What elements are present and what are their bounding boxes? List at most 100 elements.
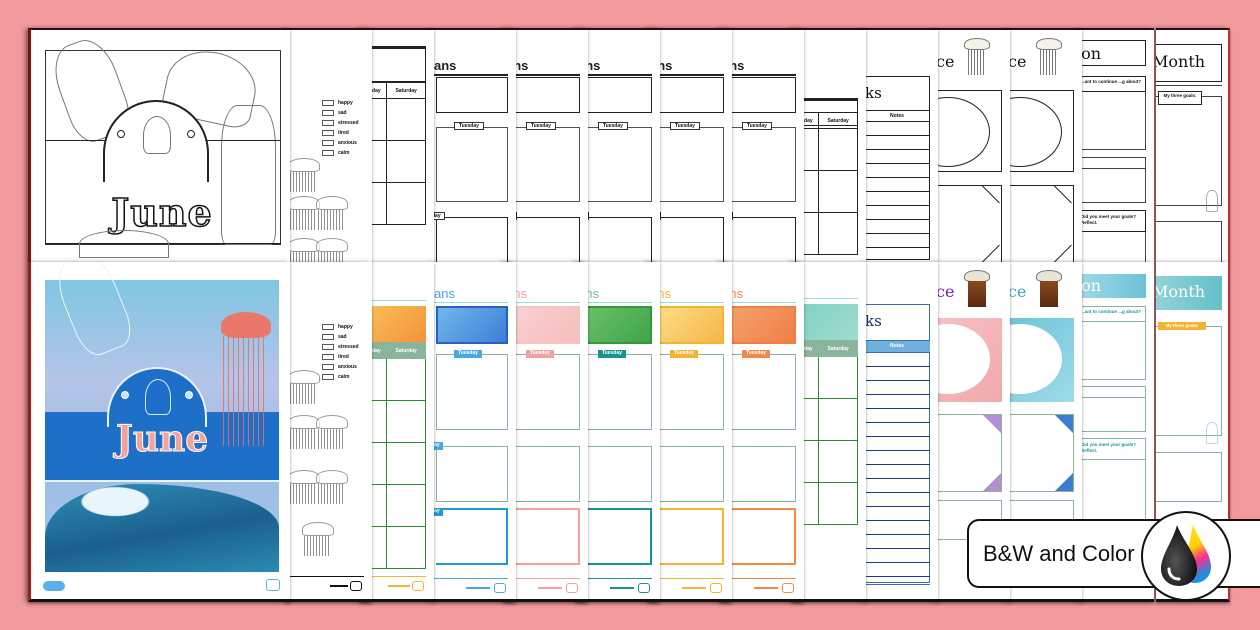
logo-icon	[494, 583, 506, 593]
answer-box	[1080, 460, 1146, 520]
corner-accent	[983, 473, 1001, 491]
day-box	[580, 217, 652, 262]
color-weekly-plan-page-2: ans Tuesday day day	[504, 262, 588, 602]
answer-box	[1080, 398, 1146, 432]
ocean-wave-illustration	[45, 484, 279, 572]
footer-rule	[286, 576, 364, 577]
color-cover-page: June	[28, 262, 290, 602]
corner-accent	[1055, 473, 1073, 491]
checkbox[interactable]	[322, 364, 334, 370]
header-box	[652, 306, 724, 344]
checkbox[interactable]	[322, 344, 334, 350]
bw-weekly-plan-page-4: ans Tuesday day	[648, 28, 732, 262]
day-tag-tuesday: Tuesday	[670, 122, 700, 130]
corner-frame	[936, 414, 1002, 492]
header-box	[724, 306, 796, 344]
day-box	[580, 508, 652, 565]
footer-rule	[720, 578, 796, 579]
answer-box	[1080, 386, 1146, 398]
divider	[576, 74, 652, 76]
checkbox[interactable]	[322, 324, 334, 330]
weekly-title: ans	[434, 58, 457, 73]
logo-icon	[782, 583, 794, 593]
bw-cover-page: June	[28, 28, 290, 262]
day-box	[436, 354, 508, 430]
footer-url	[682, 587, 706, 589]
reflection-title: ion	[1080, 44, 1102, 63]
checkbox[interactable]	[322, 130, 334, 136]
checkbox[interactable]	[322, 140, 334, 146]
checkbox[interactable]	[322, 100, 334, 106]
corner-accent	[983, 415, 1001, 433]
reflection-question-1: ...ant to continue ...g about?	[1080, 306, 1146, 322]
day-tag-tuesday: Tuesday	[454, 122, 484, 130]
logo-icon	[266, 579, 280, 591]
jellyfish-icon	[288, 415, 320, 449]
mood-item: tired	[322, 128, 359, 138]
checkbox[interactable]	[322, 334, 334, 340]
day-box	[508, 354, 580, 430]
checkbox[interactable]	[322, 374, 334, 380]
books-title: oks	[864, 312, 882, 330]
wave-sketch-icon	[79, 230, 169, 258]
divider	[720, 302, 796, 303]
logo-icon	[638, 583, 650, 593]
notes-header: Notes	[864, 110, 930, 122]
ink-drops-icon	[1141, 511, 1231, 601]
footer-url	[538, 587, 562, 589]
bw-weekly-plan-page-2: ans Tuesday day	[504, 28, 588, 262]
reflection-question-2: Did you meet your goals? Reflect.	[1080, 438, 1146, 460]
mood-label: calm	[338, 150, 350, 156]
reflection-question-1: ...ant to continue ...g about?	[1080, 76, 1146, 92]
checkbox[interactable]	[322, 120, 334, 126]
mood-item: stressed	[322, 342, 359, 352]
day-box	[652, 508, 724, 565]
day-box	[436, 508, 508, 565]
jellyfish-icon	[145, 379, 171, 415]
mood-item: anxious	[322, 362, 359, 372]
ink-drops-svg	[1161, 525, 1211, 586]
checkbox[interactable]	[322, 110, 334, 116]
corner-frame	[1008, 185, 1074, 262]
mood-label: sad	[338, 334, 347, 340]
divider	[792, 298, 858, 299]
footer-url	[610, 587, 634, 589]
bw-space-page-1: ce	[936, 28, 1010, 262]
jellyfish-icon	[964, 270, 990, 310]
jellyfish-icon	[316, 470, 348, 504]
logo-icon	[43, 581, 65, 591]
header-box	[724, 77, 796, 113]
divider	[504, 302, 580, 303]
day-tag-tuesday: Tuesday	[670, 350, 698, 358]
color-books-page: oks Notes	[864, 262, 938, 602]
answer-box	[1080, 157, 1146, 169]
header-box	[360, 48, 426, 82]
mood-checklist: happy sad stressed tired anxious calm	[322, 322, 359, 382]
checkbox[interactable]	[322, 354, 334, 360]
jellyfish-icon	[1206, 422, 1218, 444]
checkbox[interactable]	[322, 150, 334, 156]
color-mood-tracker-page: happy sad stressed tired anxious calm	[286, 262, 372, 602]
divider	[432, 74, 508, 76]
bw-calendar-page-1: Friday Saturday	[360, 28, 434, 262]
col-saturday: Saturday	[386, 82, 426, 99]
divider	[45, 480, 279, 482]
col-saturday: Saturday	[818, 340, 858, 357]
cover-month-title: June	[115, 418, 209, 461]
mood-item: sad	[322, 332, 359, 342]
mood-label: stressed	[338, 344, 359, 350]
day-tag-tuesday: Tuesday	[742, 122, 772, 130]
answer-box	[1080, 169, 1146, 203]
jellyfish-icon	[288, 470, 320, 504]
jellyfish-icon	[964, 38, 990, 78]
corner-accent	[1055, 415, 1073, 433]
answer-box	[1080, 92, 1146, 150]
mood-label: tired	[338, 354, 349, 360]
mood-label: anxious	[338, 364, 357, 370]
day-box	[652, 127, 724, 202]
color-weekly-plan-page-4: ans Tuesday day day	[648, 262, 732, 602]
bw-weekly-plan-page-5: ans Tuesday day	[720, 28, 804, 262]
day-box	[580, 446, 652, 502]
jellyfish-icon	[316, 196, 348, 230]
jellyfish-sketch-icon	[221, 105, 276, 245]
